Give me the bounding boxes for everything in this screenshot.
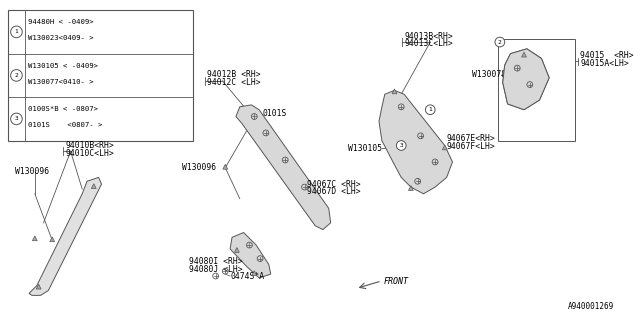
Text: W130077<0410- >: W130077<0410- > xyxy=(28,79,93,85)
Text: 94067D <LH>: 94067D <LH> xyxy=(307,188,361,196)
Text: 94067F<LH>: 94067F<LH> xyxy=(447,142,495,151)
Circle shape xyxy=(11,26,22,38)
Polygon shape xyxy=(442,145,447,150)
Text: 3: 3 xyxy=(399,143,403,148)
Polygon shape xyxy=(503,49,549,110)
Text: 94080I <RH>: 94080I <RH> xyxy=(189,257,243,266)
Polygon shape xyxy=(230,233,271,278)
Circle shape xyxy=(495,37,505,47)
Text: 94013C<LH>: 94013C<LH> xyxy=(404,39,453,48)
Text: W130105: W130105 xyxy=(348,144,382,153)
Text: 94015A<LH>: 94015A<LH> xyxy=(580,59,629,68)
Text: 1: 1 xyxy=(15,29,19,34)
Text: 94010C<LH>: 94010C<LH> xyxy=(66,149,115,158)
Polygon shape xyxy=(234,247,239,252)
Text: 94080J <LH>: 94080J <LH> xyxy=(189,265,243,274)
Text: 3: 3 xyxy=(15,116,19,121)
Bar xyxy=(8,10,193,141)
Text: 0474S*A: 0474S*A xyxy=(230,272,264,281)
Polygon shape xyxy=(223,164,228,169)
Text: 0101S: 0101S xyxy=(263,109,287,118)
Text: 94012B <RH>: 94012B <RH> xyxy=(207,70,260,79)
Text: 0100S*B < -0807>: 0100S*B < -0807> xyxy=(28,106,98,112)
Text: W130096: W130096 xyxy=(182,163,216,172)
Text: W130105 < -0409>: W130105 < -0409> xyxy=(28,63,98,69)
Text: 0101S    <0807- >: 0101S <0807- > xyxy=(28,123,102,128)
Text: 94480H < -0409>: 94480H < -0409> xyxy=(28,19,93,25)
Polygon shape xyxy=(29,177,102,295)
Polygon shape xyxy=(50,237,54,242)
Circle shape xyxy=(426,105,435,115)
Text: W130023<0409- >: W130023<0409- > xyxy=(28,36,93,41)
Bar xyxy=(498,39,575,141)
Text: 94067E<RH>: 94067E<RH> xyxy=(447,134,495,143)
Text: 94067C <RH>: 94067C <RH> xyxy=(307,180,361,189)
Polygon shape xyxy=(392,89,397,94)
Circle shape xyxy=(11,70,22,81)
Polygon shape xyxy=(36,284,41,289)
Text: W130096: W130096 xyxy=(15,167,49,176)
Text: 2: 2 xyxy=(498,40,502,44)
Text: A940001269: A940001269 xyxy=(568,302,614,311)
Circle shape xyxy=(11,113,22,125)
Text: 1: 1 xyxy=(428,107,432,112)
Polygon shape xyxy=(379,90,452,194)
Polygon shape xyxy=(33,236,37,241)
Circle shape xyxy=(396,141,406,150)
Text: FRONT: FRONT xyxy=(384,277,409,286)
Polygon shape xyxy=(503,49,549,110)
Polygon shape xyxy=(252,271,257,276)
Text: W130078: W130078 xyxy=(472,70,506,79)
Text: 94012C <LH>: 94012C <LH> xyxy=(207,78,260,87)
Polygon shape xyxy=(92,184,96,188)
Polygon shape xyxy=(408,186,413,190)
Polygon shape xyxy=(522,52,527,57)
Text: 94010B<RH>: 94010B<RH> xyxy=(66,141,115,150)
Text: 94013B<RH>: 94013B<RH> xyxy=(404,32,453,41)
Polygon shape xyxy=(236,105,331,230)
Text: 2: 2 xyxy=(15,73,19,78)
Text: 94015  <RH>: 94015 <RH> xyxy=(580,51,634,60)
